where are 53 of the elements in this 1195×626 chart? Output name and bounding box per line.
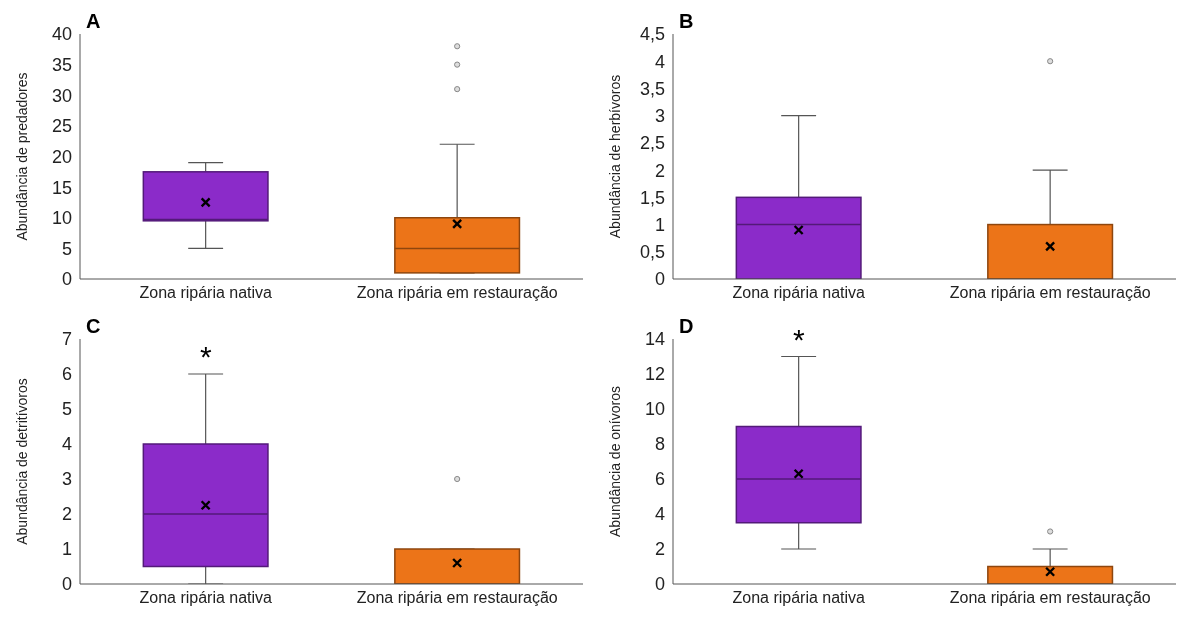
y-tick-label: 7 (61, 329, 72, 350)
x-tick-label: Zona ripária em restauração (356, 589, 558, 607)
y-tick-label: 20 (51, 146, 72, 167)
annotation: * (792, 322, 805, 356)
x-tick-label: Zona ripária nativa (139, 284, 273, 302)
chart-title: D (679, 315, 694, 338)
y-tick-label: 0 (61, 574, 72, 595)
y-tick-label: 0,5 (639, 242, 665, 263)
y-tick-label: 5 (61, 399, 72, 420)
y-tick-label: 35 (51, 55, 72, 76)
y-tick-label: 10 (51, 208, 72, 229)
y-tick-label: 1,5 (639, 187, 665, 208)
y-axis-title: Abundância de herbívoros (606, 74, 623, 239)
y-tick-label: 15 (51, 177, 72, 198)
annotation: * (199, 340, 212, 373)
y-axis-title: Abundância de onívoros (606, 386, 623, 537)
chart-title: C (86, 315, 101, 338)
y-tick-label: 10 (644, 399, 665, 420)
x-tick-label: Zona ripária em restauração (949, 284, 1151, 302)
y-tick-label: 6 (654, 469, 665, 490)
y-axis-title: Abundância de predadores (13, 72, 30, 241)
y-tick-label: 25 (51, 116, 72, 137)
y-tick-label: 2 (654, 160, 665, 181)
y-tick-label: 2,5 (639, 133, 665, 154)
y-tick-label: 8 (654, 434, 665, 455)
x-tick-label: Zona ripária em restauração (949, 589, 1151, 607)
x-tick-label: Zona ripária nativa (732, 284, 866, 302)
y-tick-label: 2 (654, 539, 665, 560)
y-tick-label: 1 (654, 214, 665, 235)
y-tick-label: 4 (654, 504, 665, 525)
y-tick-label: 14 (644, 329, 665, 350)
y-tick-label: 6 (61, 364, 72, 385)
y-axis-title: Abundância de detritívoros (13, 378, 30, 545)
y-tick-label: 3,5 (639, 78, 665, 99)
y-tick-label: 30 (51, 85, 72, 106)
y-tick-label: 4,5 (639, 24, 665, 45)
chart-title: A (86, 10, 101, 33)
x-tick-label: Zona ripária em restauração (356, 284, 558, 302)
y-tick-label: 4 (654, 51, 665, 72)
x-tick-label: Zona ripária nativa (139, 589, 273, 607)
y-tick-label: 5 (61, 238, 72, 259)
y-tick-label: 2 (61, 504, 72, 525)
y-tick-label: 0 (654, 574, 665, 595)
y-tick-label: 0 (61, 269, 72, 290)
y-tick-label: 3 (61, 469, 72, 490)
y-tick-label: 1 (61, 539, 72, 560)
y-tick-label: 40 (51, 24, 72, 45)
chart-title: B (679, 10, 694, 33)
y-tick-label: 0 (654, 269, 665, 290)
y-tick-label: 12 (644, 364, 665, 385)
y-tick-label: 3 (654, 106, 665, 127)
y-tick-label: 4 (61, 434, 72, 455)
x-tick-label: Zona ripária nativa (732, 589, 866, 607)
